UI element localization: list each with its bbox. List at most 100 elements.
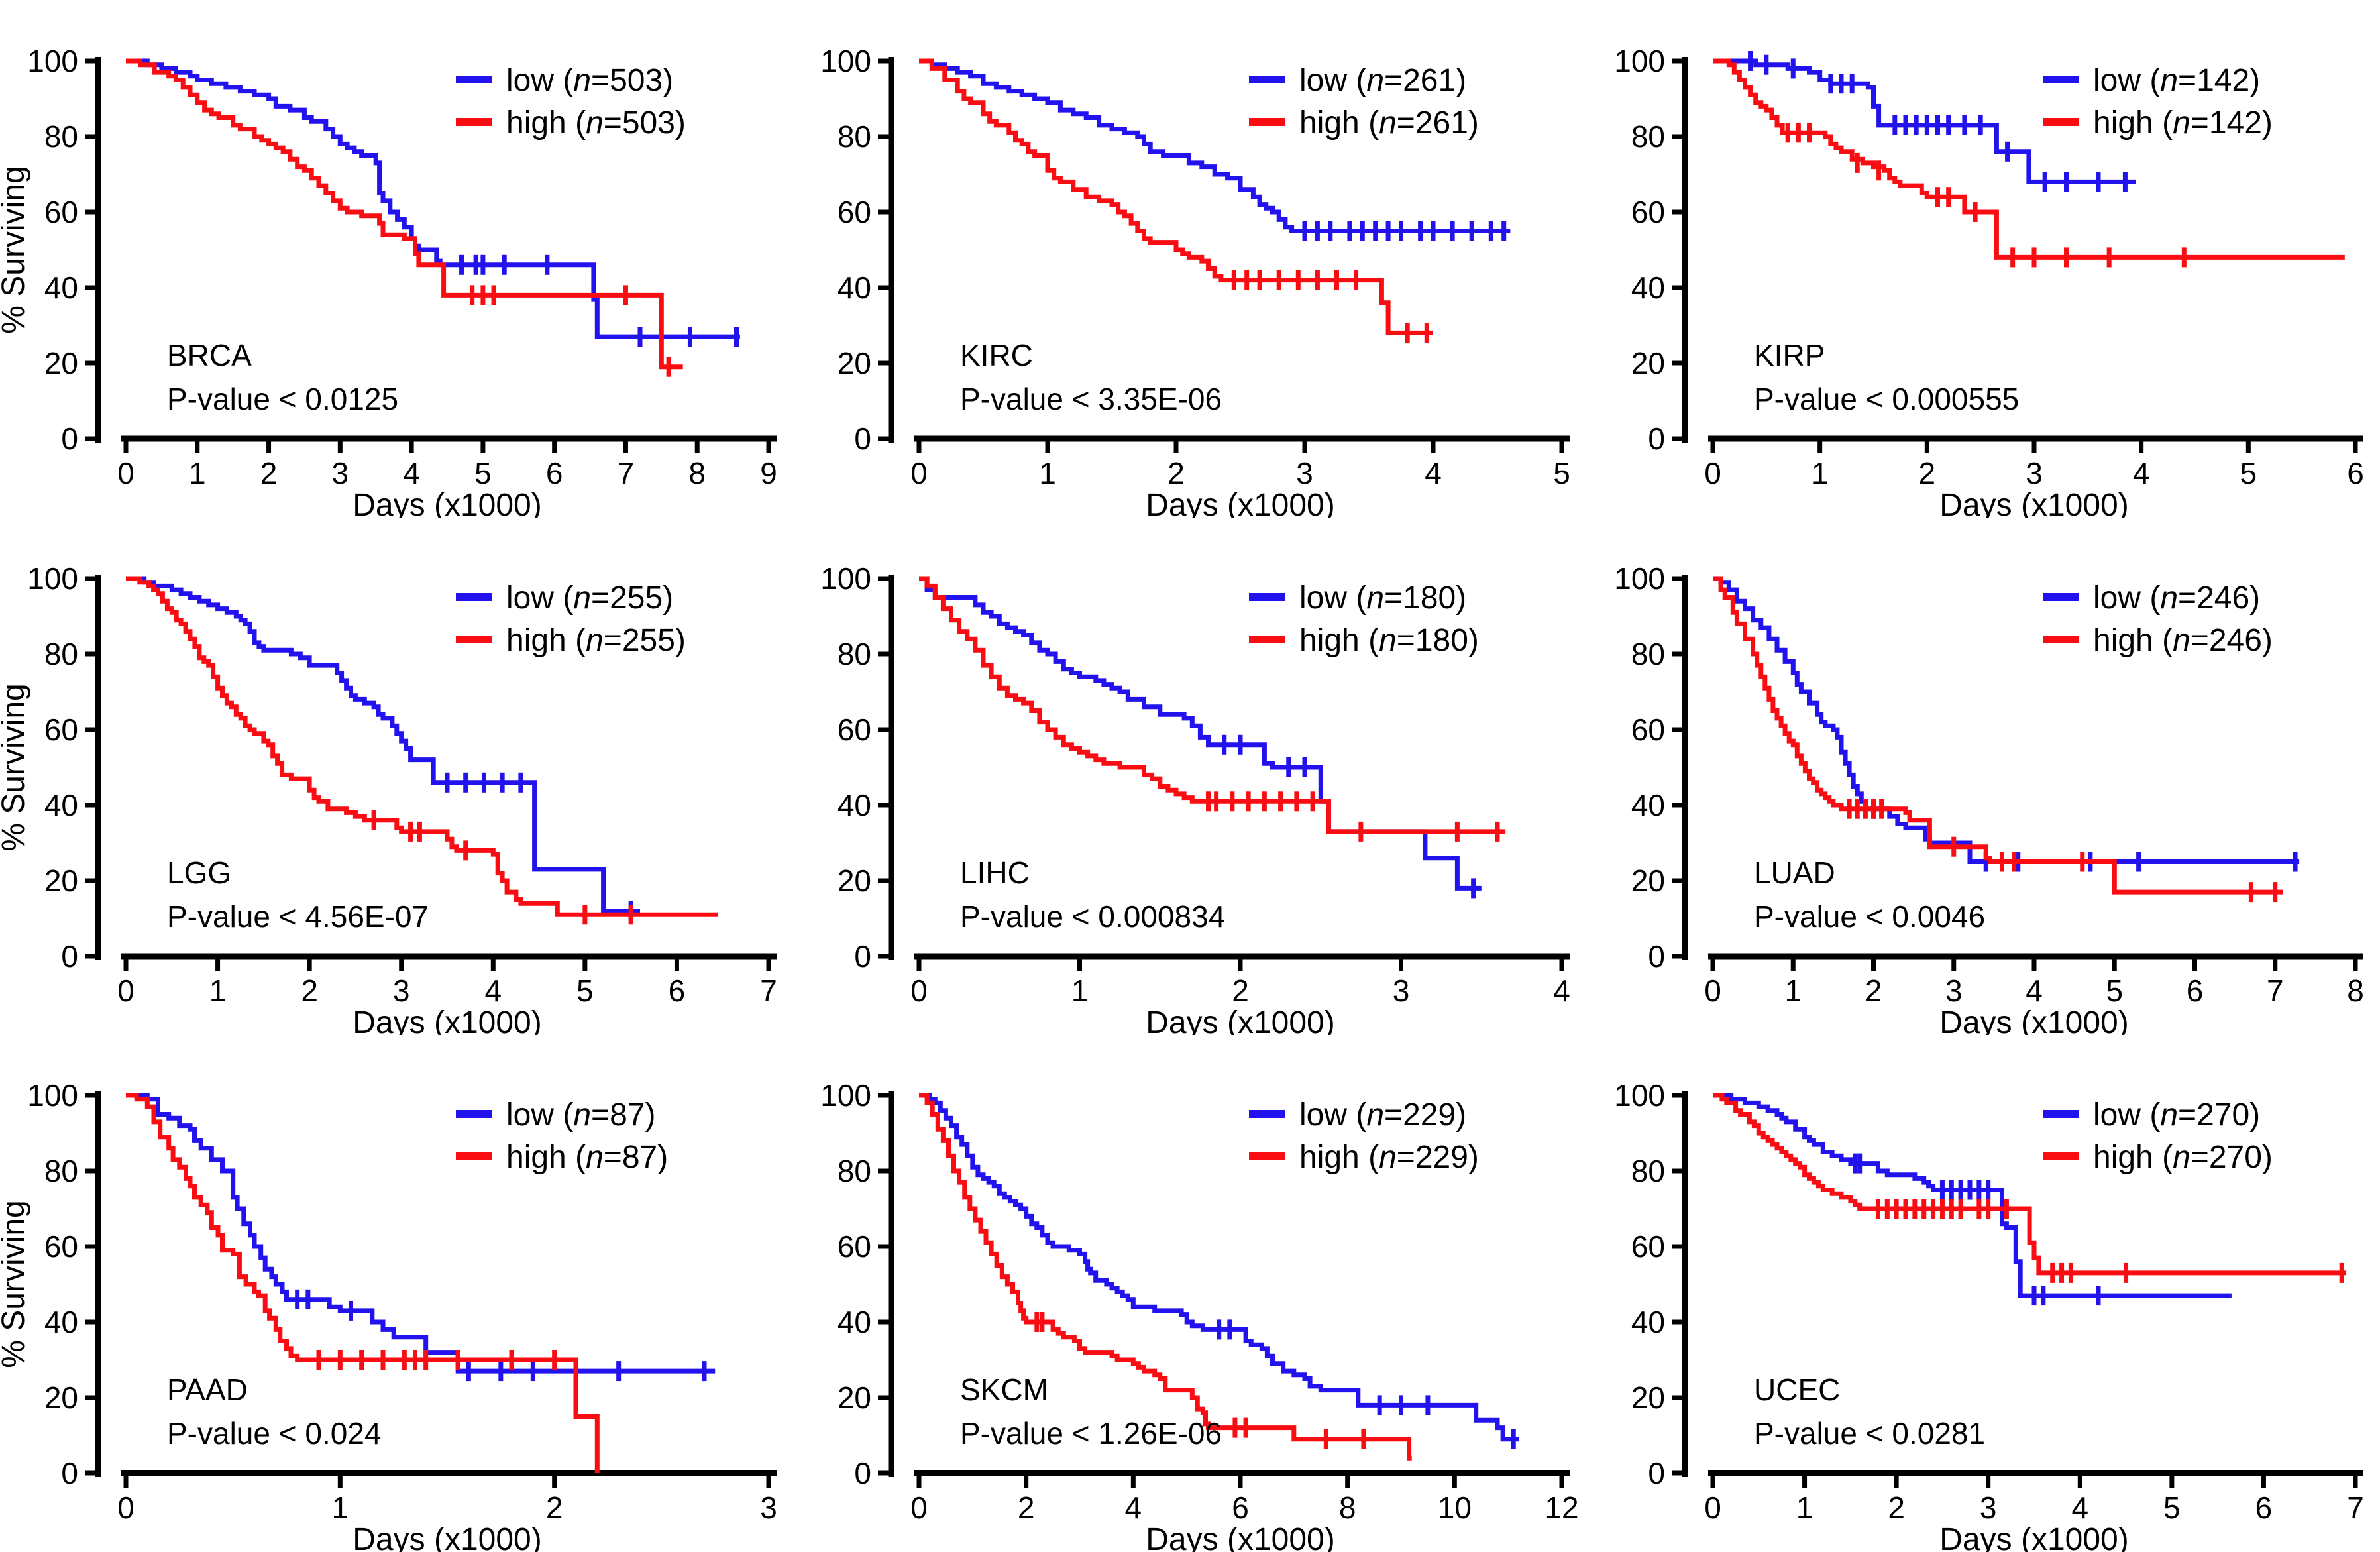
y-axis-label: % Surviving bbox=[0, 166, 31, 333]
x-tick-label: 12 bbox=[1544, 1490, 1578, 1525]
p-value-label: P-value < 0.024 bbox=[167, 1416, 382, 1451]
y-tick-label: 20 bbox=[1631, 863, 1665, 898]
y-tick-label: 40 bbox=[1631, 1305, 1665, 1339]
km-plot-lihc: 0 20 40 60 80 100 0 1 2 3 4 Days (x1000) low (n=180)… bbox=[820, 561, 1570, 1035]
x-axis-label: Days (x1000) bbox=[1146, 1005, 1334, 1035]
legend-label-low: low (n=87) bbox=[506, 1097, 655, 1133]
y-tick-label: 60 bbox=[838, 195, 871, 229]
x-tick-label: 2 bbox=[1919, 456, 1936, 490]
x-tick-label: 1 bbox=[1071, 973, 1089, 1008]
y-tick-label: 80 bbox=[838, 1154, 871, 1188]
y-tick-label: 80 bbox=[44, 637, 78, 671]
cancer-type-label: LIHC bbox=[960, 856, 1030, 890]
legend-label-low: low (n=503) bbox=[506, 63, 673, 98]
p-value-label: P-value < 1.26E-06 bbox=[960, 1416, 1222, 1451]
km-curve-low bbox=[1713, 58, 2136, 184]
legend-label-low: low (n=255) bbox=[506, 581, 673, 616]
km-plot-kirc: 0 20 40 60 80 100 0 1 2 3 4 5 Days (x1000) low (n=261… bbox=[820, 44, 1570, 518]
x-tick-label: 5 bbox=[576, 973, 594, 1008]
x-axis-label: Days (x1000) bbox=[1939, 1522, 2128, 1552]
km-plot-kirp: 0 20 40 60 80 100 0 1 2 3 4 5 6 Days (x1000) low (n=14… bbox=[1614, 44, 2364, 518]
cancer-type-label: KIRP bbox=[1754, 338, 1825, 372]
y-axis-label: % Surviving bbox=[0, 683, 31, 851]
y-tick-label: 20 bbox=[44, 1380, 78, 1415]
y-tick-label: 40 bbox=[44, 1305, 78, 1339]
y-tick-label: 100 bbox=[1614, 44, 1665, 78]
y-tick-label: 0 bbox=[1648, 421, 1665, 456]
p-value-label: P-value < 0.0125 bbox=[167, 382, 398, 416]
x-tick-label: 0 bbox=[117, 456, 135, 490]
x-tick-label: 1 bbox=[209, 973, 227, 1008]
y-tick-label: 40 bbox=[1631, 270, 1665, 305]
legend-label-low: low (n=229) bbox=[1299, 1097, 1466, 1133]
x-tick-label: 1 bbox=[189, 456, 206, 490]
legend-label-low: low (n=180) bbox=[1299, 581, 1466, 616]
p-value-label: P-value < 0.0046 bbox=[1754, 899, 1985, 934]
y-tick-label: 40 bbox=[1631, 788, 1665, 822]
y-tick-label: 0 bbox=[1648, 939, 1665, 973]
p-value-label: P-value < 4.56E-07 bbox=[167, 899, 429, 934]
x-tick-label: 1 bbox=[332, 1490, 349, 1525]
y-tick-label: 60 bbox=[1631, 712, 1665, 747]
km-plot-ucec: 0 20 40 60 80 100 0 1 2 3 4 5 6 7 Days (x1000) low (n=2… bbox=[1614, 1078, 2364, 1552]
km-curve-low bbox=[1713, 1093, 2232, 1298]
y-tick-label: 100 bbox=[1614, 1078, 1665, 1113]
km-panel-paad: 0 20 40 60 80 100 0 1 2 3 Days (x1000) % Surviving l… bbox=[0, 1034, 793, 1552]
y-axis-label: % Surviving bbox=[0, 1200, 31, 1368]
x-tick-label: 4 bbox=[484, 973, 502, 1008]
y-tick-label: 0 bbox=[854, 939, 871, 973]
y-tick-label: 0 bbox=[61, 939, 78, 973]
y-tick-label: 60 bbox=[838, 1229, 871, 1264]
x-tick-label: 0 bbox=[1704, 1490, 1721, 1525]
km-curve-high bbox=[1713, 576, 2283, 895]
y-tick-label: 100 bbox=[820, 561, 871, 596]
y-tick-label: 60 bbox=[1631, 1229, 1665, 1264]
km-curve-high bbox=[126, 1093, 600, 1473]
x-tick-label: 5 bbox=[2240, 456, 2257, 490]
x-tick-label: 5 bbox=[2106, 973, 2123, 1008]
y-tick-label: 40 bbox=[838, 270, 871, 305]
cancer-type-label: UCEC bbox=[1754, 1372, 1840, 1407]
p-value-label: P-value < 0.0281 bbox=[1754, 1416, 1985, 1451]
km-panel-brca: 0 20 40 60 80 100 0 1 2 3 4 5 6 7 8 9 Days (x1000) % Surv… bbox=[0, 0, 793, 518]
km-curve-low bbox=[1713, 576, 2300, 864]
x-tick-label: 5 bbox=[1553, 456, 1570, 490]
x-tick-label: 5 bbox=[2163, 1490, 2181, 1525]
y-tick-label: 40 bbox=[838, 1305, 871, 1339]
x-axis-label: Days (x1000) bbox=[352, 488, 541, 518]
x-tick-label: 6 bbox=[1232, 1490, 1249, 1525]
legend-label-low: low (n=270) bbox=[2093, 1097, 2260, 1133]
x-tick-label: 2 bbox=[1232, 973, 1249, 1008]
cancer-type-label: LGG bbox=[167, 856, 231, 890]
x-tick-label: 2 bbox=[546, 1490, 563, 1525]
x-tick-label: 3 bbox=[1296, 456, 1313, 490]
x-tick-label: 9 bbox=[760, 456, 777, 490]
x-tick-label: 4 bbox=[2133, 456, 2150, 490]
km-panel-lihc: 0 20 40 60 80 100 0 1 2 3 4 Days (x1000) low (n=180)… bbox=[793, 518, 1586, 1035]
km-curve-high bbox=[919, 576, 1506, 834]
x-tick-label: 0 bbox=[910, 1490, 928, 1525]
y-tick-label: 100 bbox=[820, 1078, 871, 1113]
legend-label-high: high (n=246) bbox=[2093, 623, 2273, 658]
x-tick-label: 1 bbox=[1039, 456, 1056, 490]
y-tick-label: 80 bbox=[1631, 119, 1665, 154]
x-axis-label: Days (x1000) bbox=[352, 1005, 541, 1035]
x-tick-label: 3 bbox=[1945, 973, 1963, 1008]
x-tick-label: 2 bbox=[1018, 1490, 1035, 1525]
x-tick-label: 6 bbox=[2255, 1490, 2273, 1525]
x-tick-label: 3 bbox=[1393, 973, 1410, 1008]
x-tick-label: 2 bbox=[1888, 1490, 1905, 1525]
x-axis-label: Days (x1000) bbox=[1146, 488, 1334, 518]
x-tick-label: 0 bbox=[1704, 973, 1721, 1008]
km-curve-high bbox=[919, 58, 1433, 335]
y-tick-label: 80 bbox=[44, 1154, 78, 1188]
y-tick-label: 100 bbox=[820, 44, 871, 78]
x-tick-label: 4 bbox=[1553, 973, 1570, 1008]
legend-label-high: high (n=87) bbox=[506, 1140, 668, 1175]
x-axis-label: Days (x1000) bbox=[1939, 488, 2128, 518]
y-tick-label: 80 bbox=[1631, 637, 1665, 671]
km-panel-lgg: 0 20 40 60 80 100 0 1 2 3 4 5 6 7 Days (x1000) % Surviv… bbox=[0, 518, 793, 1035]
x-tick-label: 4 bbox=[2026, 973, 2043, 1008]
y-tick-label: 20 bbox=[838, 346, 871, 380]
